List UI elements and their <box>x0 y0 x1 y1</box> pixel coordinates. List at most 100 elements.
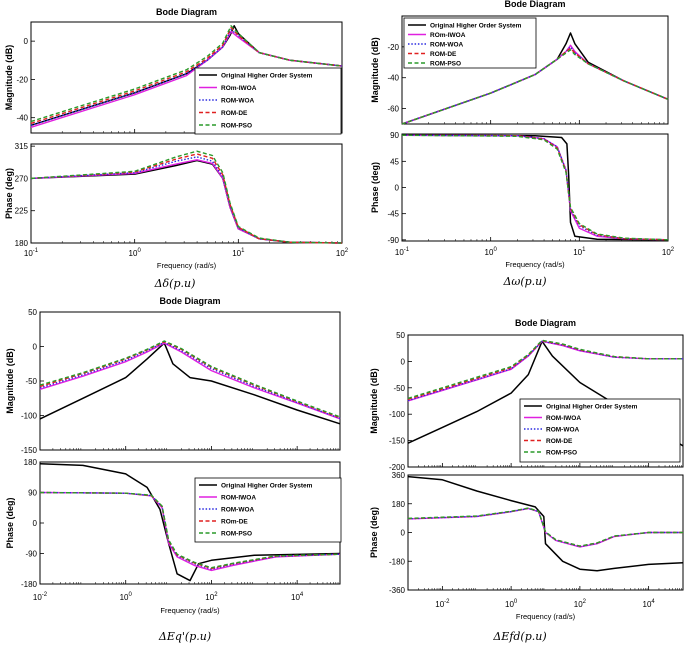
phase-y-tick-label: 180 <box>392 500 406 509</box>
mag-y-tick-label: -50 <box>393 384 405 393</box>
legend-label: ROM-IWOA <box>546 415 581 422</box>
bode-panel-c: Bode Diagram 10-2 100 102 104 50 0 -50 -100 -150 1… <box>5 296 342 615</box>
phase-series-line-3 <box>30 156 343 244</box>
magnitude-series-line-3 <box>30 29 343 126</box>
mag-y-tick-label: 0 <box>401 357 406 366</box>
y-axis-label-magnitude: Magnitude (dB) <box>370 37 380 103</box>
x-tick-label: 10-1 <box>395 247 410 257</box>
magnitude-series-line-5 <box>30 25 343 123</box>
y-axis-label-magnitude: Magnitude (dB) <box>4 45 14 111</box>
mag-y-tick-label: -20 <box>387 43 399 52</box>
legend-box <box>194 67 342 135</box>
caption-c: ΔEq'(p.u) <box>158 630 211 643</box>
y-axis-label-phase: Phase (deg) <box>369 507 379 558</box>
mag-y-tick-label: 0 <box>33 343 38 352</box>
legend-label: ROM-WOA <box>430 42 464 49</box>
x-tick-label: 10-2 <box>435 599 450 609</box>
phase-y-tick-label: 360 <box>392 471 406 480</box>
x-axis-label: Frequency (rad/s) <box>516 612 576 621</box>
x-tick-label: 100 <box>505 599 518 609</box>
bode-panel-d: Bode Diagram 10-2 100 102 104 50 0 -50 -100 -150 -… <box>369 318 684 621</box>
y-axis-label-phase: Phase (deg) <box>370 162 380 213</box>
phase-axes-frame <box>30 143 343 244</box>
legend-label: Original Higher Order System <box>546 404 638 411</box>
legend-label: ROM-PSO <box>546 450 577 457</box>
chart-title: Bode Diagram <box>159 296 220 306</box>
phase-y-tick-label: -90 <box>387 236 399 245</box>
mag-y-tick-label: -40 <box>387 74 399 83</box>
caption-d: ΔEfd(p.u) <box>492 630 546 643</box>
magnitude-series-line-3 <box>39 341 341 419</box>
legend-label: ROm-IWOA <box>430 32 466 39</box>
mag-y-tick-label: -50 <box>25 377 37 386</box>
phase-y-tick-label: 90 <box>28 489 37 498</box>
magnitude-series-line-5 <box>401 49 669 125</box>
legend-label: ROM-DE <box>430 51 457 58</box>
chart-title: Bode Diagram <box>515 318 576 328</box>
phase-series-line-1 <box>39 462 341 582</box>
x-tick-label: 104 <box>643 599 656 609</box>
mag-y-tick-label: -150 <box>21 446 38 455</box>
phase-y-tick-label: 90 <box>390 131 399 140</box>
y-axis-label-phase: Phase (deg) <box>4 168 14 219</box>
caption-b: Δω(p.u) <box>502 275 546 288</box>
magnitude-series-line-1 <box>39 342 341 425</box>
mag-y-tick-label: 0 <box>24 37 29 46</box>
phase-series-line-1 <box>401 134 669 241</box>
phase-series-line-1 <box>407 475 684 572</box>
x-tick-label: 101 <box>573 247 586 257</box>
mag-y-tick-label: -40 <box>16 114 28 123</box>
x-axis-label: Frequency (rad/s) <box>505 260 565 269</box>
x-tick-label: 101 <box>232 248 245 258</box>
phase-axes-frame <box>401 133 669 242</box>
legend-box <box>403 17 537 69</box>
legend-box <box>194 477 342 543</box>
magnitude-series-line-5 <box>39 340 341 418</box>
y-axis-label-magnitude: Magnitude (dB) <box>369 368 379 434</box>
x-tick-label: 100 <box>485 247 498 257</box>
x-tick-label: 100 <box>120 592 133 602</box>
x-tick-label: 104 <box>291 592 304 602</box>
legend-label: ROM-DE <box>221 110 248 117</box>
legend-label: ROM-DE <box>546 438 573 445</box>
legend-label: Original Higher Order System <box>221 73 313 80</box>
phase-y-tick-label: -180 <box>389 557 406 566</box>
mag-y-tick-label: -150 <box>389 437 406 446</box>
magnitude-series-line-5 <box>407 339 683 400</box>
phase-y-tick-label: 0 <box>395 184 400 193</box>
x-tick-label: 102 <box>662 247 675 257</box>
legend-label: ROM-IWOA <box>221 495 256 502</box>
mag-axes-frame <box>39 311 341 451</box>
legend-label: ROM-WOA <box>546 427 580 434</box>
phase-series-line-5 <box>39 491 341 569</box>
y-axis-label-magnitude: Magnitude (dB) <box>5 348 15 414</box>
mag-y-tick-label: -200 <box>389 463 406 472</box>
legend-label: ROM-PSO <box>221 123 252 130</box>
legend-label: ROM-WOA <box>221 507 255 514</box>
phase-y-tick-label: -90 <box>25 550 37 559</box>
legend-box <box>519 398 681 463</box>
legend-label: Original Higher Order System <box>430 23 522 30</box>
phase-series-line-5 <box>407 507 683 547</box>
legend-label: ROm-DE <box>221 519 248 526</box>
legend-label: ROM-WOA <box>221 98 255 105</box>
bode-panel-b: Bode Diagram 10-1 100 101 102 -20 -40 -60 90 45 0 -… <box>370 0 675 269</box>
mag-y-tick-label: 50 <box>396 331 405 340</box>
phase-y-tick-label: 0 <box>401 529 406 538</box>
phase-y-tick-label: 270 <box>15 174 29 183</box>
legend-label: Original Higher Order System <box>221 483 313 490</box>
phase-y-tick-label: 180 <box>24 458 38 467</box>
y-axis-label-phase: Phase (deg) <box>5 497 15 548</box>
phase-y-tick-label: 315 <box>15 142 29 151</box>
legend-label: ROm-IWOA <box>221 85 257 92</box>
x-tick-label: 102 <box>205 592 218 602</box>
phase-y-tick-label: 180 <box>15 239 29 248</box>
phase-series-line-4 <box>401 134 669 241</box>
magnitude-series-line-2 <box>39 342 341 420</box>
mag-y-tick-label: -60 <box>387 105 399 114</box>
x-axis-label: Frequency (rad/s) <box>157 261 217 270</box>
chart-title: Bode Diagram <box>156 7 217 17</box>
x-tick-label: 10-2 <box>33 592 48 602</box>
phase-y-tick-label: -45 <box>387 210 399 219</box>
